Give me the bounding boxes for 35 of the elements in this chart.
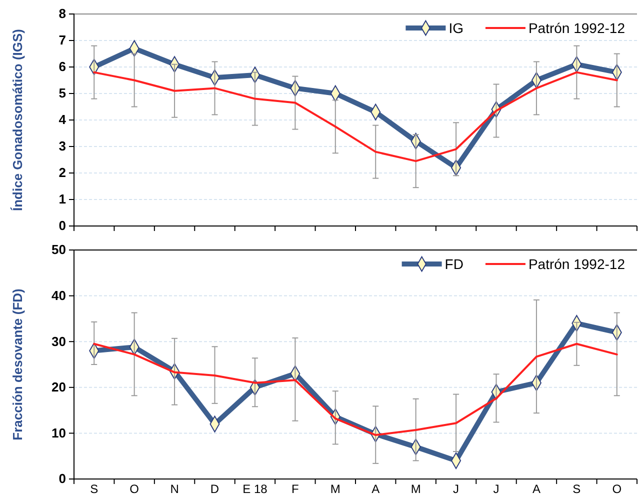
- x-tick-label: O: [612, 482, 622, 496]
- y-tick-label: 20: [52, 380, 66, 395]
- legend-label: IG: [448, 20, 464, 36]
- y-tick-label: 10: [52, 425, 66, 440]
- x-tick-label: J: [493, 482, 500, 496]
- x-tick-label: N: [170, 482, 179, 496]
- x-tick-label: A: [372, 482, 380, 496]
- x-tick-label: O: [130, 482, 139, 496]
- x-tick-label: A: [532, 482, 540, 496]
- x-tick-label: M: [330, 482, 340, 496]
- y-tick-label: 2: [58, 165, 66, 180]
- legend-label: FD: [444, 256, 464, 272]
- y-axis-title: Fracción desovante (FD): [10, 288, 25, 440]
- legend-label: Patrón 1992-12: [528, 256, 626, 272]
- y-tick-label: 7: [58, 32, 66, 48]
- x-tick-label: F: [292, 482, 299, 496]
- y-tick-label: 5: [58, 86, 66, 101]
- y-tick-label: 30: [52, 334, 66, 349]
- x-tick-label: D: [210, 482, 220, 496]
- y-tick-label: 0: [58, 218, 66, 234]
- y-tick-label: 1: [58, 192, 66, 207]
- legend-label: Patrón 1992-12: [528, 20, 626, 36]
- x-tick-label: S: [90, 482, 98, 496]
- x-tick-label: S: [572, 482, 581, 496]
- y-axis-title: Índice Gonadosomático (IGS): [10, 28, 25, 212]
- x-tick-label: M: [410, 482, 421, 496]
- x-tick-label: E 18: [242, 482, 268, 496]
- y-tick-label: 0: [58, 471, 66, 486]
- y-tick-label: 40: [52, 288, 66, 303]
- y-tick-label: 50: [52, 242, 66, 258]
- y-tick-label: 8: [58, 6, 66, 22]
- y-tick-label: 6: [58, 59, 66, 74]
- y-tick-label: 4: [58, 112, 67, 128]
- y-tick-label: 3: [58, 138, 66, 154]
- x-tick-label: J: [453, 482, 460, 496]
